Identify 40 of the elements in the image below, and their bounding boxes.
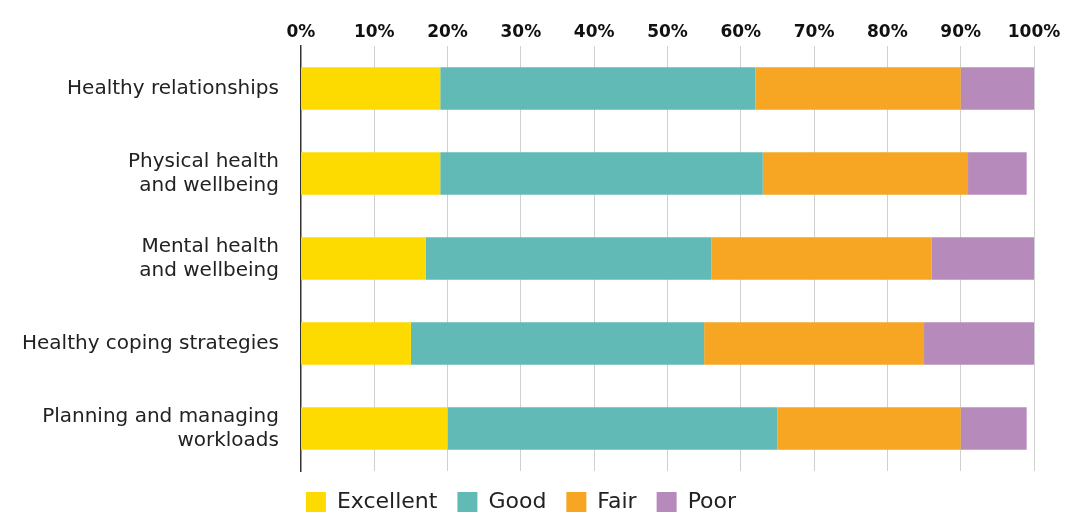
x-tick-label: 80% bbox=[867, 21, 908, 42]
x-tick-label: 70% bbox=[793, 21, 835, 42]
bar bbox=[711, 237, 932, 280]
legend-label: Poor bbox=[687, 487, 738, 513]
x-tick-label: 60% bbox=[720, 21, 762, 42]
bar bbox=[931, 237, 1034, 280]
x-tick-label: 10% bbox=[353, 21, 395, 42]
legend-label: Excellent bbox=[336, 487, 438, 513]
x-tick-label: 100% bbox=[1007, 21, 1061, 42]
y-tick-label: Healthy relationships bbox=[67, 74, 279, 99]
y-tick-label: Physical health and wellbeing bbox=[127, 147, 279, 196]
bar bbox=[447, 407, 778, 450]
x-tick-label: 90% bbox=[940, 21, 982, 42]
bar bbox=[425, 237, 712, 280]
bar bbox=[440, 152, 763, 195]
y-tick-label: Mental health and wellbeing bbox=[139, 232, 279, 281]
bar bbox=[410, 322, 705, 365]
bar bbox=[704, 322, 925, 365]
y-tick-label: Planning and managing workloads bbox=[42, 402, 279, 451]
x-tick-label: 40% bbox=[573, 21, 615, 42]
x-tick-label: 0% bbox=[286, 21, 316, 42]
bar bbox=[300, 67, 441, 110]
bar bbox=[777, 407, 961, 450]
x-tick-label: 20% bbox=[427, 21, 468, 42]
bar bbox=[300, 322, 411, 365]
bar bbox=[755, 67, 961, 110]
x-tick-label: 30% bbox=[500, 21, 542, 42]
legend-label: Fair bbox=[597, 487, 638, 513]
bar bbox=[300, 407, 448, 450]
bar bbox=[440, 67, 756, 110]
bar bbox=[300, 152, 441, 195]
legend-label: Good bbox=[488, 487, 547, 513]
bar bbox=[924, 322, 1034, 365]
y-tick-label: Healthy coping strategies bbox=[21, 329, 279, 354]
bar bbox=[300, 237, 426, 280]
bar bbox=[960, 407, 1027, 450]
bar bbox=[762, 152, 969, 195]
bar bbox=[960, 67, 1034, 110]
bar bbox=[968, 152, 1027, 195]
x-tick-label: 50% bbox=[647, 21, 688, 42]
